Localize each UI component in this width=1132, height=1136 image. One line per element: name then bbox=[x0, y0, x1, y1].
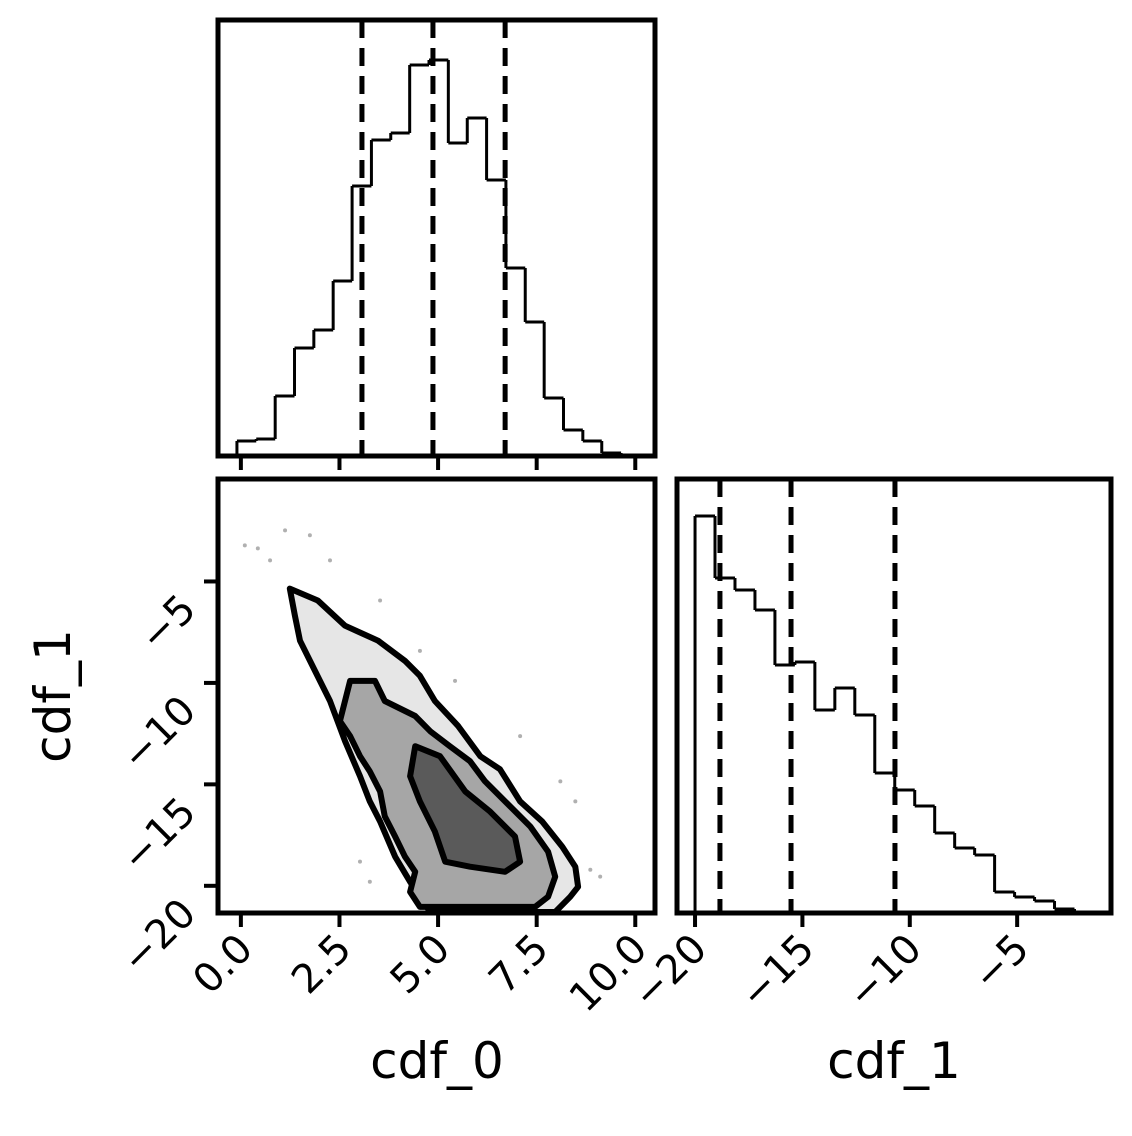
x-tick-label: −10 bbox=[839, 926, 931, 1018]
sample-point bbox=[573, 799, 578, 804]
sample-point bbox=[453, 678, 458, 683]
x-tick-label: 5.0 bbox=[382, 926, 460, 1004]
sample-point bbox=[598, 874, 603, 879]
sample-point bbox=[283, 528, 288, 533]
sample-point bbox=[558, 779, 563, 784]
y-tick-label: −5 bbox=[131, 586, 205, 660]
panel-frame bbox=[215, 17, 658, 459]
sample-point bbox=[357, 859, 362, 864]
y-axis-label: cdf_1 bbox=[24, 629, 82, 763]
sample-point bbox=[367, 879, 372, 884]
sample-point bbox=[268, 558, 273, 563]
panel-frame bbox=[215, 476, 658, 916]
plot-area bbox=[242, 528, 603, 913]
x-tick-label: 0.0 bbox=[184, 926, 262, 1004]
x-tick-label: −5 bbox=[964, 926, 1038, 1000]
x-axis-label: cdf_1 bbox=[827, 1032, 961, 1090]
x-tick-label: −20 bbox=[624, 926, 716, 1018]
sample-point bbox=[378, 598, 383, 603]
sample-point bbox=[588, 867, 593, 872]
x-tick-label: 2.5 bbox=[283, 926, 361, 1004]
panel-frame bbox=[674, 476, 1114, 916]
sample-point bbox=[328, 558, 333, 563]
x-tick-label: 7.5 bbox=[480, 926, 558, 1004]
y-tick-label: −15 bbox=[113, 789, 205, 881]
contour bbox=[407, 743, 524, 875]
sample-point bbox=[518, 734, 523, 739]
sample-point bbox=[242, 543, 247, 548]
y-tick-label: −10 bbox=[113, 687, 205, 779]
sample-point bbox=[255, 546, 260, 551]
sample-point bbox=[307, 533, 312, 538]
sample-point bbox=[417, 648, 422, 653]
x-tick-label: −15 bbox=[731, 926, 823, 1018]
x-axis-label: cdf_0 bbox=[370, 1032, 504, 1090]
